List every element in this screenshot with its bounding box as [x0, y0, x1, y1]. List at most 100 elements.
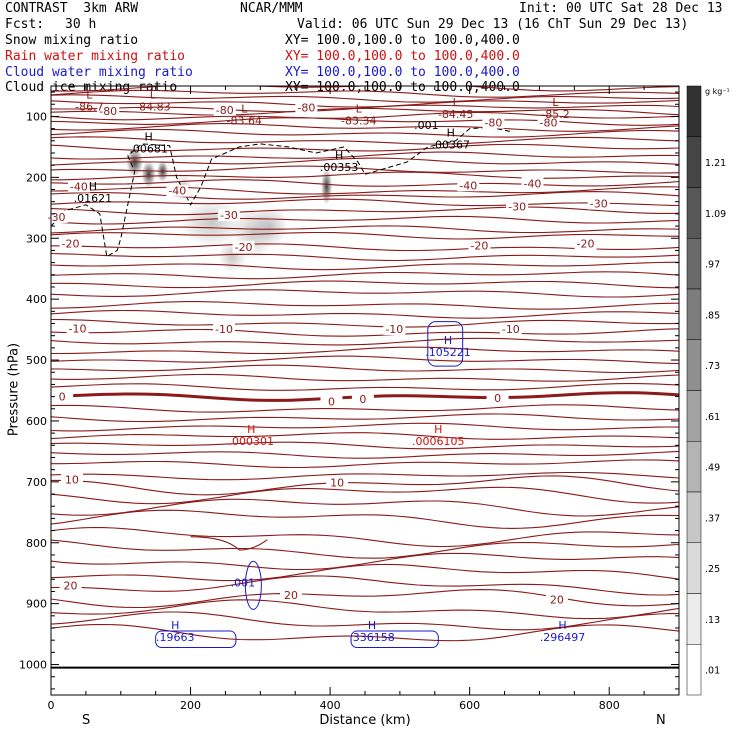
isotherm-label: -80	[99, 105, 117, 118]
field-name-rain: Rain water mixing ratio	[5, 49, 186, 64]
shading-blob	[141, 161, 156, 188]
isotherm-label-bg	[166, 184, 189, 197]
isotherm-label-bg	[486, 391, 509, 404]
isotherm-label: -20	[62, 238, 80, 251]
isotherm-label-bg	[295, 101, 318, 114]
isotherm-label: -10	[385, 323, 403, 336]
isotherm-label: -20	[235, 241, 253, 254]
isotherm-line	[51, 157, 679, 166]
isotherm-line	[51, 337, 679, 346]
valid-time: Valid: 06 UTC Sun 29 Dec 13 (16 ChT Sun …	[297, 17, 689, 32]
colorbar-bin	[686, 644, 702, 696]
end-label-south: S	[82, 713, 91, 728]
extremum-low-marker: L	[453, 96, 460, 109]
isotherm-line	[51, 471, 679, 481]
extremum-value: .0006105	[412, 435, 465, 448]
isotherm-line	[51, 206, 679, 216]
isotherm-label-bg	[468, 239, 491, 252]
isotherm-line	[51, 289, 679, 298]
isotherm-label-bg	[506, 200, 529, 213]
colorbar-tick-label: .13	[705, 615, 720, 626]
isotherm-label-bg	[537, 116, 560, 129]
isotherm-label: 20	[64, 579, 78, 592]
extremum-value: -83.64	[227, 115, 262, 128]
isotherm-label: -20	[470, 240, 488, 253]
isotherm-label: -80	[540, 117, 558, 130]
isotherm-line	[51, 328, 679, 337]
contour-value-label: .001	[414, 119, 439, 132]
isotherm-label-bg	[66, 322, 89, 335]
isotherm-label: -40	[70, 180, 88, 193]
cloud-water-contour	[427, 321, 464, 367]
isotherm-label-bg	[351, 393, 374, 406]
isotherm-line	[51, 383, 679, 391]
isotherm-line	[51, 599, 679, 620]
isotherm-line	[51, 441, 679, 450]
extremum-high-marker: H	[434, 423, 442, 436]
isotherm-line	[51, 117, 679, 126]
isotherm-line	[51, 215, 679, 225]
isotherm-label: 0	[328, 395, 335, 408]
colorbar-tick-label: .37	[705, 513, 720, 524]
isotherm-label: -40	[459, 179, 477, 192]
extremum-high-marker: H	[368, 619, 376, 632]
colorbar: .01 .13 .25 .37 .49 .61 .73 .85 .97 1.09 1.21 g kg⁻…	[686, 85, 730, 696]
isotherm-line	[51, 318, 679, 328]
field-xy-snow: XY= 100.0,100.0 to 100.0,400.0	[285, 33, 520, 48]
isotherm-label: -20	[577, 238, 595, 251]
org-label: NCAR/MMM	[240, 1, 303, 16]
colorbar-bin	[686, 542, 702, 594]
y-axis-title: Pressure (hPa)	[6, 342, 22, 437]
colorbar-tick-label: .61	[705, 412, 720, 423]
isotherm-label: 20	[550, 593, 564, 606]
extremum-high-marker: H	[145, 131, 153, 144]
isotherm-line	[51, 498, 679, 517]
isotherm-label: -30	[590, 198, 608, 211]
isotherm-line	[51, 179, 679, 187]
extremum-value: .00353	[320, 161, 359, 174]
isotherm-label: -10	[502, 323, 520, 336]
isotherm-label: 0	[494, 392, 501, 405]
colorbar-tick-label: .73	[705, 361, 720, 372]
isotherm-label-bg	[217, 209, 240, 222]
isotherm-line	[51, 271, 679, 280]
isotherm-label: -10	[215, 323, 233, 336]
cloud-ice-contour	[51, 126, 512, 258]
extremum-value: .00367	[432, 138, 471, 151]
end-label-north: N	[656, 713, 666, 728]
colorbar-tick-label: 1.09	[705, 209, 726, 220]
extremum-value: .000301	[229, 435, 275, 448]
x-tick-label: 600	[459, 699, 480, 712]
isotherm-line	[51, 539, 679, 559]
y-tick-label: 200	[26, 171, 47, 184]
extremum-low-marker: L	[552, 96, 559, 109]
field-name-snow: Snow mixing ratio	[5, 33, 139, 48]
isotherm-line	[51, 563, 679, 582]
extremum-low-marker: L	[241, 103, 248, 116]
isotherm-label: -30	[48, 211, 66, 224]
forecast-hours: 30 h	[65, 17, 97, 32]
isotherm-label-bg	[67, 180, 90, 193]
extremum-high-marker: H	[247, 423, 255, 436]
isotherm-line	[51, 231, 679, 240]
isotherm-line	[51, 450, 679, 459]
isotherm-label-bg	[60, 473, 83, 486]
contour-value-label: .001	[231, 576, 256, 589]
colorbar-bin	[686, 593, 702, 645]
colorbar-bin	[686, 136, 702, 188]
isotherm-line	[51, 475, 679, 496]
colorbar-bin	[686, 491, 702, 543]
x-tick-label: 800	[599, 699, 620, 712]
isotherm-line	[51, 355, 679, 365]
isotherm-line	[51, 413, 679, 423]
y-tick-label: 700	[26, 476, 47, 489]
extremum-high-marker: H	[89, 180, 97, 193]
extremum-high-marker: H	[171, 619, 179, 632]
y-tick-label: 300	[26, 232, 47, 245]
colorbar-tick-label: .49	[705, 463, 720, 474]
extremum-low-marker: L	[150, 89, 157, 102]
y-tick-label: 900	[26, 598, 47, 611]
isotherm-line	[51, 404, 679, 413]
y-tick-label: 600	[26, 415, 47, 428]
